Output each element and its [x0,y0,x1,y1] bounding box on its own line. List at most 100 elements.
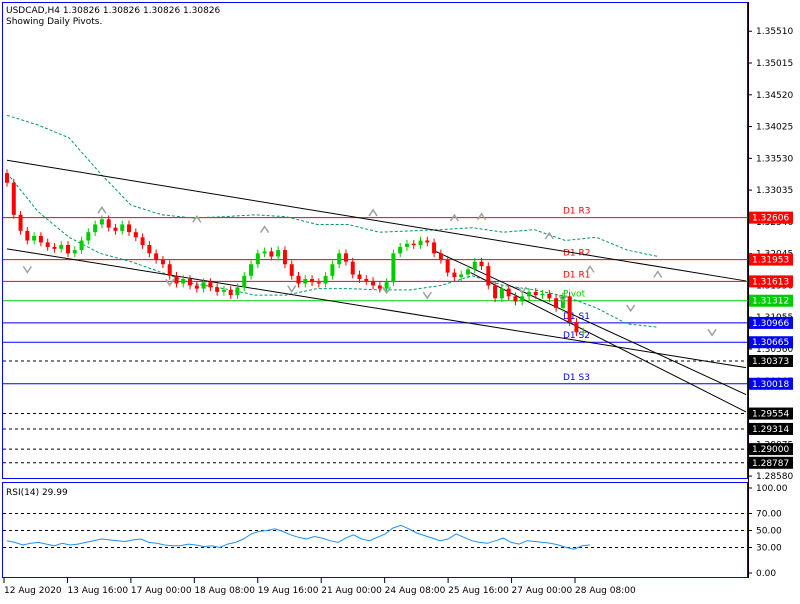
candle[interactable] [18,210,23,235]
candle[interactable] [486,262,491,290]
candle[interactable] [25,227,30,245]
candle[interactable] [296,271,301,288]
candle-body [526,291,531,297]
candle[interactable] [289,260,294,280]
candle[interactable] [235,283,240,299]
candle[interactable] [52,243,57,253]
candle[interactable] [72,246,77,258]
candle[interactable] [459,270,464,281]
candle[interactable] [452,268,457,281]
candle-body [147,244,152,254]
candle[interactable] [493,281,498,303]
candle[interactable] [479,257,484,271]
candle[interactable] [242,271,247,292]
candle[interactable] [59,241,64,253]
candle[interactable] [228,286,233,299]
trendlines[interactable] [6,159,747,413]
candle[interactable] [520,292,525,306]
candle[interactable] [371,277,376,290]
candle[interactable] [255,249,260,269]
candle[interactable] [377,281,382,293]
trendline-3[interactable] [432,249,747,396]
candle[interactable] [174,271,179,288]
candle[interactable] [343,249,348,266]
candle[interactable] [350,257,355,279]
candle[interactable] [316,278,321,288]
candle[interactable] [221,286,226,296]
candle[interactable] [398,243,403,258]
candle[interactable] [465,265,470,279]
candle[interactable] [106,215,111,232]
candle-body [249,264,254,276]
candle[interactable] [567,292,572,326]
candle[interactable] [554,294,559,312]
candle[interactable] [310,275,315,287]
price-tag [749,316,793,329]
candle[interactable] [323,271,328,288]
candle[interactable] [282,246,287,269]
candle[interactable] [506,284,511,301]
candle[interactable] [99,215,104,229]
candle[interactable] [32,232,37,245]
trendline-4[interactable] [470,272,747,413]
candle[interactable] [93,220,98,237]
candle[interactable] [194,281,199,293]
candle[interactable] [140,233,145,249]
candle[interactable] [86,228,91,245]
candle[interactable] [188,275,193,290]
candle[interactable] [411,239,416,249]
candle[interactable] [425,236,430,247]
candle[interactable] [154,249,159,264]
candle[interactable] [364,275,369,285]
candle-body [316,282,321,284]
trendline-1[interactable] [6,159,747,282]
candle[interactable] [526,288,531,301]
candle[interactable] [547,289,552,303]
candle[interactable] [262,247,267,258]
candle[interactable] [66,241,71,258]
candle[interactable] [5,169,9,187]
candle[interactable] [581,327,586,337]
candle[interactable] [276,246,281,261]
candle[interactable] [337,249,342,269]
trendline-2[interactable] [6,248,747,369]
candle[interactable] [38,232,43,247]
candle[interactable] [127,220,132,237]
candle[interactable] [201,278,206,293]
candle[interactable] [540,289,545,299]
candle[interactable] [357,270,362,283]
candle[interactable] [120,220,125,235]
candle[interactable] [438,249,443,264]
candle-body [235,287,240,296]
candle[interactable] [330,260,335,280]
candle[interactable] [167,260,172,280]
candle[interactable] [574,318,579,337]
candle[interactable] [269,247,274,261]
candle[interactable] [404,239,409,251]
candle[interactable] [418,236,423,249]
candle[interactable] [208,278,213,292]
candle[interactable] [160,255,165,269]
candle[interactable] [445,255,450,277]
candle[interactable] [391,249,396,287]
candle[interactable] [303,275,308,288]
candle[interactable] [533,288,538,299]
candle[interactable] [181,275,186,288]
candle[interactable] [499,284,504,303]
candle[interactable] [384,278,389,293]
candle[interactable] [472,257,477,274]
time-axis: 12 Aug 2020 13 Aug 16:00 17 Aug 00:00 18 Au… [3,578,636,596]
candle[interactable] [45,238,50,251]
candle[interactable] [215,283,220,296]
candle[interactable] [432,238,437,258]
candle[interactable] [513,292,518,306]
rsi-indicator: 100.00 70.00 50.00 30.00 0.00 [3,484,788,579]
candle[interactable] [79,236,84,254]
time-tick-label: 18 Aug 08:00 [194,586,255,596]
candle[interactable] [133,228,138,242]
candle[interactable] [249,260,254,280]
candle[interactable] [11,178,16,219]
candle[interactable] [113,223,118,235]
candle[interactable] [147,241,152,258]
